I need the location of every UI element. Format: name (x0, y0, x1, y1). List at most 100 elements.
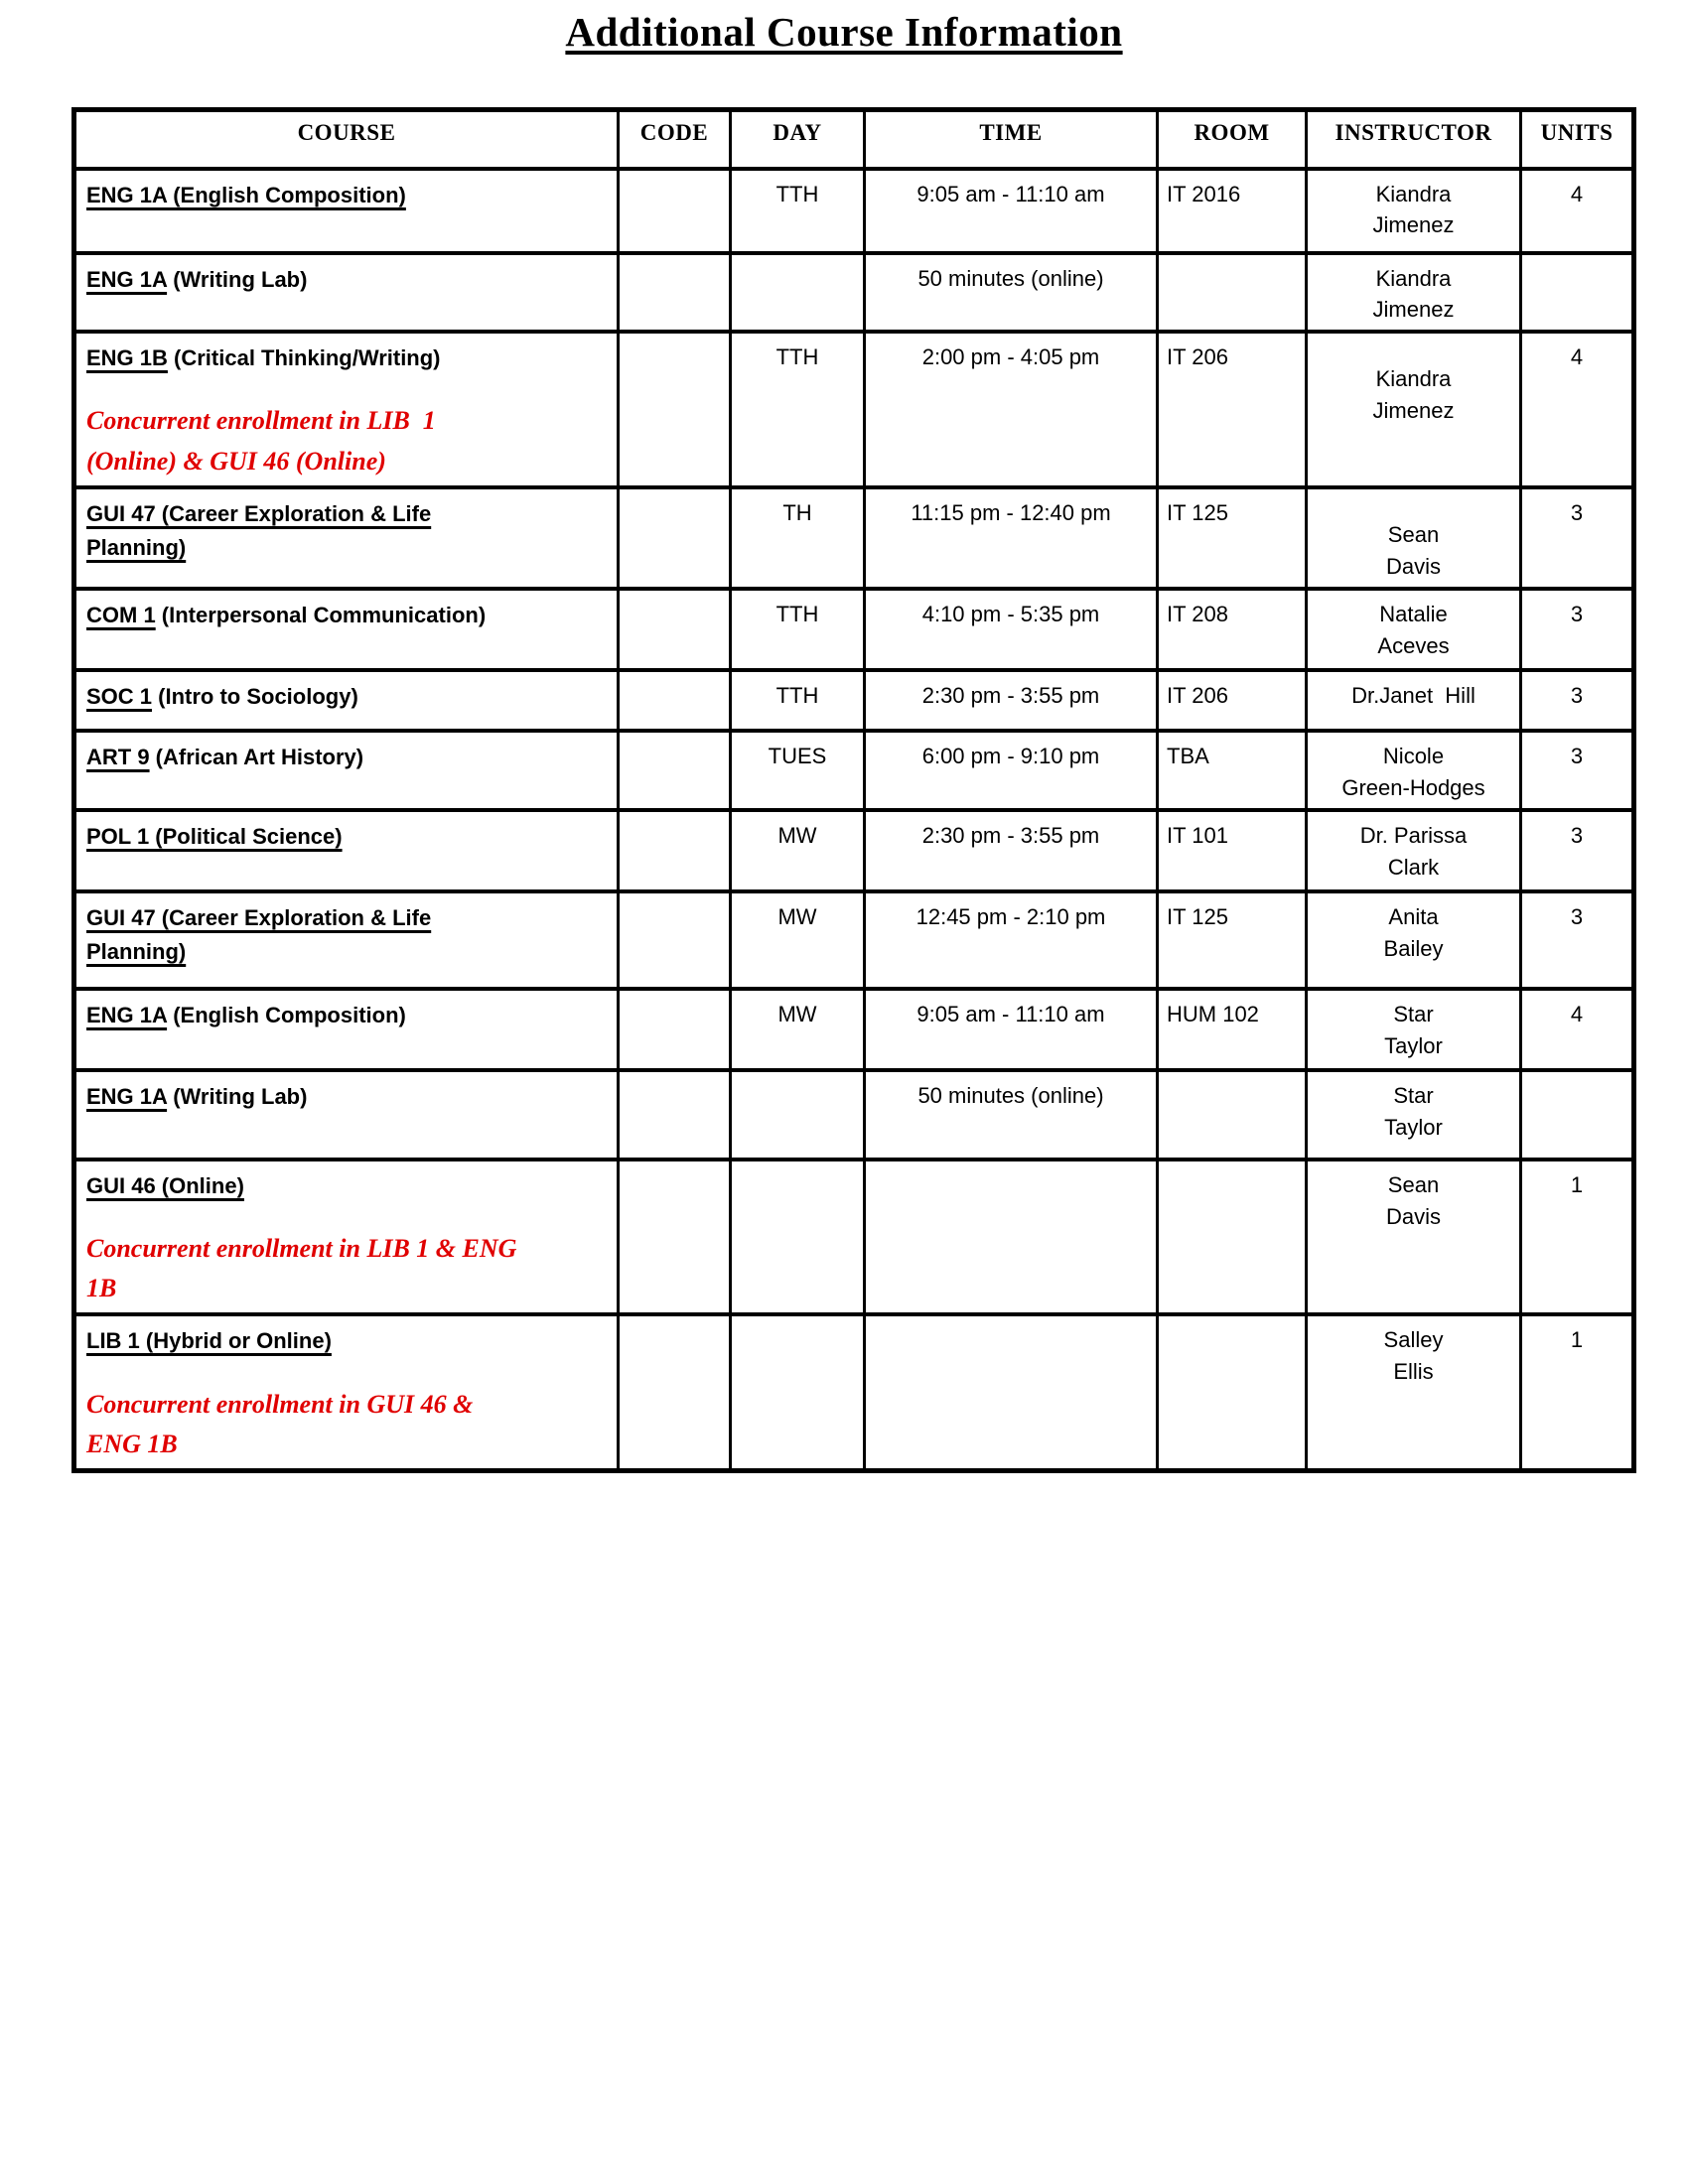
course-title-underlined: COM 1 (86, 602, 156, 627)
course-cell: GUI 46 (Online) Concurrent enrollment in … (72, 1157, 620, 1317)
table-row: ENG 1B (Critical Thinking/Writing) Concur… (72, 330, 1635, 489)
room-cell (1156, 1312, 1308, 1473)
course-cell: ENG 1A (Writing Lab) (72, 1067, 620, 1161)
course-title-underlined: GUI 46 (Online) (86, 1172, 244, 1198)
instructor-cell: Natalie Aceves (1305, 586, 1522, 672)
time-cell: 50 minutes (online) (863, 1067, 1159, 1161)
day-cell: MW (729, 986, 866, 1072)
room-cell: IT 206 (1156, 667, 1308, 733)
code-cell (617, 986, 732, 1072)
units-cell (1519, 250, 1635, 335)
instructor-cell: Star Taylor (1305, 986, 1522, 1072)
room-cell: TBA (1156, 728, 1308, 812)
day-cell (729, 1312, 866, 1473)
day-cell: TTH (729, 586, 866, 672)
course-cell: GUI 47 (Career Exploration & Life Planni… (72, 484, 620, 591)
course-title-underlined: ENG 1A (86, 266, 168, 292)
time-cell: 12:45 pm - 2:10 pm (863, 888, 1159, 991)
day-cell (729, 1067, 866, 1161)
units-cell: 3 (1519, 586, 1635, 672)
course-title-underlined: POL 1 (Political Science) (86, 823, 343, 849)
table-row: ENG 1A (Writing Lab) 50 minutes (online)… (72, 250, 1635, 335)
table-row: ENG 1A (English Composition) MW 9:05 am … (72, 986, 1635, 1072)
units-cell: 4 (1519, 330, 1635, 489)
table-row: SOC 1 (Intro to Sociology) TTH 2:30 pm -… (72, 667, 1635, 733)
time-cell: 9:05 am - 11:10 am (863, 166, 1159, 255)
instructor-cell: Salley Ellis (1305, 1312, 1522, 1473)
day-cell: TH (729, 484, 866, 591)
time-cell: 9:05 am - 11:10 am (863, 986, 1159, 1072)
table-row: COM 1 (Interpersonal Communication) TTH … (72, 586, 1635, 672)
course-table-body: ENG 1A (English Composition) TTH 9:05 am… (72, 166, 1635, 1473)
header-row: COURSE CODE DAY TIME ROOM INSTRUCTOR UNITS (72, 107, 1635, 171)
units-cell: 4 (1519, 986, 1635, 1072)
time-cell: 6:00 pm - 9:10 pm (863, 728, 1159, 812)
course-title-rest: (Interpersonal Communication) (155, 602, 487, 627)
course-table: COURSE CODE DAY TIME ROOM INSTRUCTOR UNITS ENG… (71, 107, 1636, 1474)
code-cell (617, 1312, 732, 1473)
course-title-rest: (African Art History) (149, 744, 364, 769)
instructor-cell: Star Taylor (1305, 1067, 1522, 1161)
code-cell (617, 888, 732, 991)
course-cell: ENG 1A (Writing Lab) (72, 250, 620, 335)
table-row: ENG 1A (English Composition) TTH 9:05 am… (72, 166, 1635, 255)
time-cell: 2:00 pm - 4:05 pm (863, 330, 1159, 489)
course-title-underlined: ENG 1A (86, 1083, 168, 1109)
table-row: GUI 47 (Career Exploration & Life Planni… (72, 484, 1635, 591)
course-cell: ENG 1A (English Composition) (72, 986, 620, 1072)
room-cell (1156, 250, 1308, 335)
column-header-time: TIME (863, 107, 1159, 171)
page-title-text: Additional Course Information (565, 9, 1123, 55)
course-concurrent-note: Concurrent enrollment in LIB 1 & ENG 1B (86, 1233, 517, 1303)
instructor-cell: Dr. Parissa Clark (1305, 807, 1522, 893)
units-cell: 4 (1519, 166, 1635, 255)
table-row: POL 1 (Political Science) MW 2:30 pm - 3… (72, 807, 1635, 893)
course-cell: COM 1 (Interpersonal Communication) (72, 586, 620, 672)
course-concurrent-note: Concurrent enrollment in LIB 1 (Online) … (86, 406, 436, 476)
instructor-cell: Kiandra Jimenez (1305, 166, 1522, 255)
course-title-underlined: ART 9 (86, 744, 150, 769)
course-title-underlined: ENG 1B (86, 345, 168, 371)
course-concurrent-note: Concurrent enrollment in GUI 46 & ENG 1B (86, 1389, 474, 1458)
page-title: Additional Course Information (0, 8, 1688, 56)
day-cell: MW (729, 807, 866, 893)
table-row: GUI 46 (Online) Concurrent enrollment in … (72, 1157, 1635, 1317)
column-header-instructor: INSTRUCTOR (1305, 107, 1522, 171)
course-cell: SOC 1 (Intro to Sociology) (72, 667, 620, 733)
instructor-cell: Dr.Janet Hill (1305, 667, 1522, 733)
room-cell (1156, 1157, 1308, 1317)
day-cell: MW (729, 888, 866, 991)
course-title-rest: (Intro to Sociology) (152, 683, 358, 709)
course-title-rest: (Writing Lab) (167, 266, 308, 292)
day-cell: TTH (729, 667, 866, 733)
units-cell: 1 (1519, 1157, 1635, 1317)
code-cell (617, 484, 732, 591)
course-title-rest: (English Composition) (167, 1002, 406, 1027)
time-cell (863, 1157, 1159, 1317)
units-cell: 1 (1519, 1312, 1635, 1473)
course-title-underlined: LIB 1 (Hybrid or Online) (86, 1328, 332, 1354)
units-cell: 3 (1519, 888, 1635, 991)
instructor-cell: Sean Davis (1305, 484, 1522, 591)
code-cell (617, 1067, 732, 1161)
room-cell: IT 125 (1156, 484, 1308, 591)
code-cell (617, 728, 732, 812)
units-cell: 3 (1519, 484, 1635, 591)
day-cell: TUES (729, 728, 866, 812)
units-cell (1519, 1067, 1635, 1161)
room-cell: IT 208 (1156, 586, 1308, 672)
course-title-underlined: SOC 1 (86, 683, 153, 709)
time-cell: 2:30 pm - 3:55 pm (863, 807, 1159, 893)
room-cell: IT 2016 (1156, 166, 1308, 255)
units-cell: 3 (1519, 728, 1635, 812)
time-cell: 50 minutes (online) (863, 250, 1159, 335)
code-cell (617, 250, 732, 335)
course-cell: POL 1 (Political Science) (72, 807, 620, 893)
column-header-units: UNITS (1519, 107, 1635, 171)
time-cell: 11:15 pm - 12:40 pm (863, 484, 1159, 591)
room-cell: IT 206 (1156, 330, 1308, 489)
day-cell: TTH (729, 166, 866, 255)
course-cell: ENG 1A (English Composition) (72, 166, 620, 255)
column-header-course: COURSE (72, 107, 620, 171)
